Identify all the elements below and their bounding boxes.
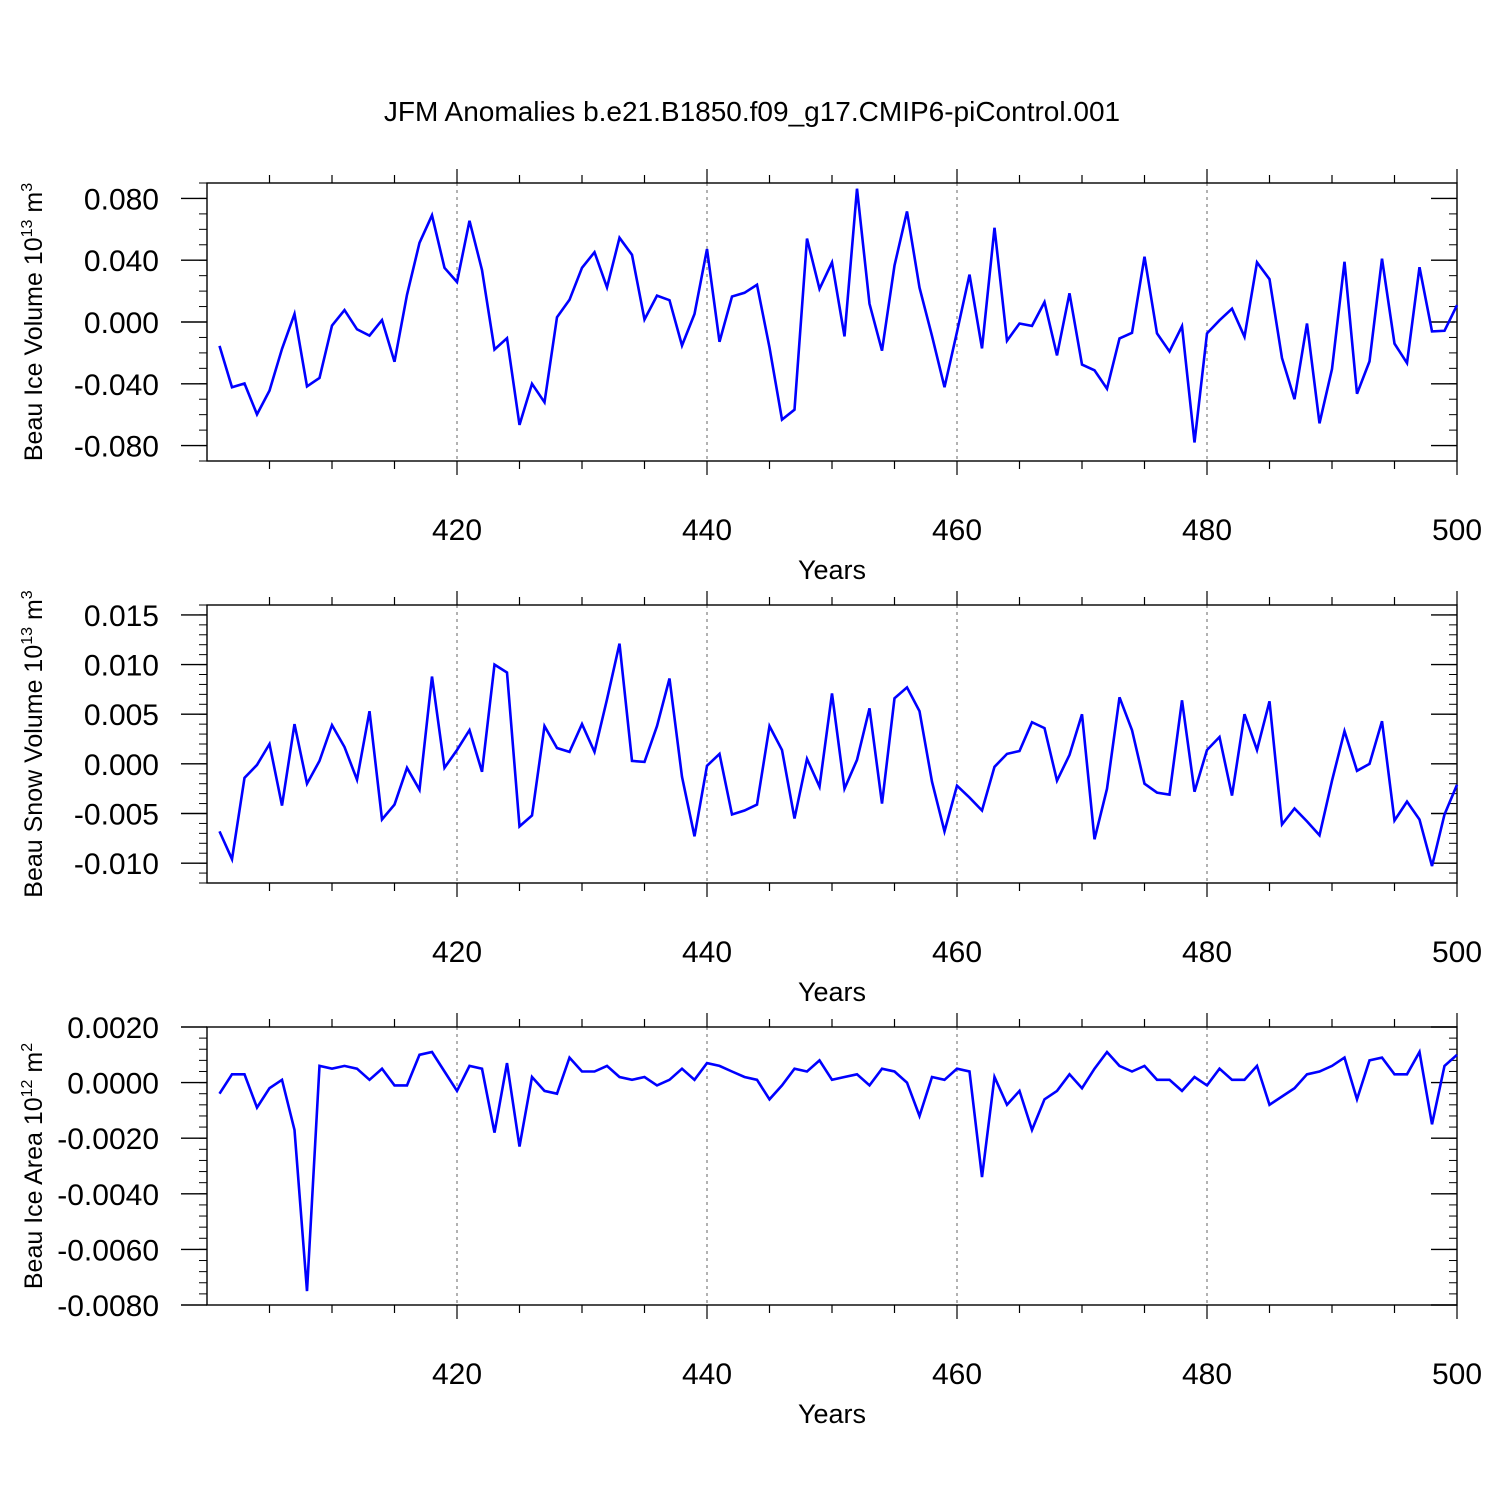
panel-bottom-xtick-label: 500 [1432, 1358, 1482, 1391]
panel-middle-ytick-label: 0.010 [84, 650, 159, 683]
panel-top-ytick-label: 0.040 [84, 245, 159, 278]
panel-middle-ytick-label: 0.015 [84, 600, 159, 633]
panel-bottom-ytick-label: -0.0020 [57, 1123, 159, 1156]
panel-middle-y-axis-title: Beau Snow Volume 1013 m3 [19, 590, 48, 898]
panel-top-y-axis-title: Beau Ice Volume 1013 m3 [19, 183, 48, 461]
panel-middle-x-axis-title: Years [798, 977, 866, 1007]
panel-bottom-ytick-label: 0.0020 [67, 1012, 159, 1045]
panel-bottom-xtick-label: 480 [1182, 1358, 1232, 1391]
panel-middle-ytick-label: 0.005 [84, 699, 159, 732]
panel-middle-xtick-label: 440 [682, 936, 732, 969]
panel-bottom: 0.0020 0.0000 -0.0020 -0.0040 -0.0060 -0.0080… [19, 1012, 1482, 1429]
panel-top-xtick-label: 440 [682, 514, 732, 547]
panel-top-ytick-label: 0.080 [84, 183, 159, 216]
panel-middle-ytick-label: 0.000 [84, 749, 159, 782]
panel-middle-xtick-label: 500 [1432, 936, 1482, 969]
panel-bottom-y-axis-title: Beau Ice Area 1012 m2 [19, 1043, 48, 1289]
panel-top-xtick-label: 480 [1182, 514, 1232, 547]
panel-middle-ytick-label: -0.010 [74, 848, 159, 881]
panel-top-xtick-label: 460 [932, 514, 982, 547]
panel-bottom-ytick-label: -0.0080 [57, 1290, 159, 1323]
panel-bottom-xtick-label: 440 [682, 1358, 732, 1391]
panel-top-ytick-label: -0.040 [74, 369, 159, 402]
chart-title: JFM Anomalies b.e21.B1850.f09_g17.CMIP6-… [384, 96, 1120, 127]
panel-middle-xtick-label: 480 [1182, 936, 1232, 969]
panel-bottom-frame [206, 1026, 1458, 1306]
panel-bottom-ytick-label: -0.0060 [57, 1234, 159, 1267]
panel-middle-series-line [218, 643, 1459, 867]
panel-bottom-x-axis-title: Years [798, 1399, 866, 1429]
panel-middle-frame [206, 604, 1458, 884]
panel-top-frame [206, 182, 1458, 462]
panel-middle: 0.015 0.010 0.005 0.000 -0.005 -0.010 420 440 46… [19, 590, 1482, 1007]
panel-middle-xtick-label: 460 [932, 936, 982, 969]
panel-middle-ytick-label: -0.005 [74, 799, 159, 832]
panel-middle-xtick-label: 420 [432, 936, 482, 969]
panel-bottom-xtick-label: 460 [932, 1358, 982, 1391]
panel-bottom-ytick-label: 0.0000 [67, 1068, 159, 1101]
panel-top-ytick-label: 0.000 [84, 307, 159, 340]
panel-top-x-axis-title: Years [798, 555, 866, 585]
panel-top-ytick-label: -0.080 [74, 431, 159, 464]
panel-bottom-series-line [218, 1048, 1458, 1292]
panel-top: 0.080 0.040 0.000 -0.040 -0.080 420 440 460 480 5… [19, 169, 1482, 585]
panel-top-series-line [218, 188, 1459, 443]
panel-bottom-ytick-label: -0.0040 [57, 1179, 159, 1212]
panel-bottom-xtick-label: 420 [432, 1358, 482, 1391]
panel-top-xtick-label: 500 [1432, 514, 1482, 547]
panel-top-xtick-label: 420 [432, 514, 482, 547]
